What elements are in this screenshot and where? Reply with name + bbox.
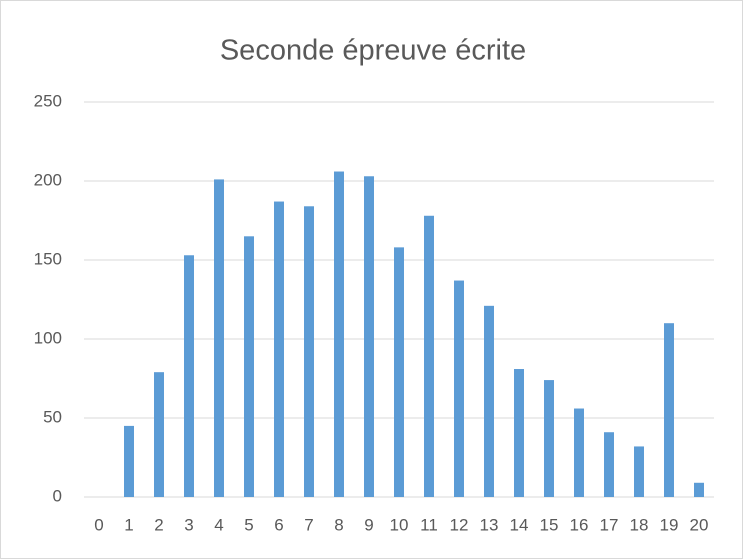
y-tick-label: 150	[34, 249, 62, 268]
x-tick-label: 1	[124, 515, 133, 534]
x-tick-label: 10	[390, 515, 409, 534]
x-tick-label: 14	[510, 515, 529, 534]
bar	[214, 179, 224, 498]
bar	[664, 323, 674, 497]
x-tick-label: 16	[570, 515, 589, 534]
bar	[394, 247, 404, 497]
x-tick-label: 9	[364, 515, 373, 534]
bar	[544, 380, 554, 497]
x-tick-label: 15	[540, 515, 559, 534]
y-tick-label: 50	[43, 407, 62, 426]
x-tick-label: 19	[660, 515, 679, 534]
x-tick-label: 0	[94, 515, 103, 534]
x-tick-label: 17	[600, 515, 619, 534]
bar	[244, 236, 254, 498]
x-tick-label: 2	[154, 515, 163, 534]
bar	[574, 408, 584, 497]
bar	[334, 171, 344, 497]
bar	[274, 201, 284, 498]
x-tick-label: 4	[214, 515, 223, 534]
x-tick-label: 18	[630, 515, 649, 534]
x-tick-label: 3	[184, 515, 193, 534]
bar	[304, 206, 314, 497]
y-tick-label: 250	[34, 91, 62, 110]
x-tick-label: 5	[244, 515, 253, 534]
bar	[454, 280, 464, 497]
x-tick-label: 7	[304, 515, 313, 534]
bar	[184, 255, 194, 497]
bar	[514, 369, 524, 497]
y-tick-label: 0	[53, 486, 62, 505]
x-tick-label: 8	[334, 515, 343, 534]
bar	[424, 215, 434, 497]
x-tick-label: 13	[480, 515, 499, 534]
x-tick-label: 11	[420, 515, 438, 534]
x-tick-label: 12	[450, 515, 469, 534]
y-tick-label: 200	[34, 170, 62, 189]
bar	[124, 425, 134, 497]
x-tick-label: 20	[690, 515, 709, 534]
bar	[484, 305, 494, 497]
y-tick-label: 100	[34, 328, 62, 347]
bar	[154, 372, 164, 497]
bar	[364, 176, 374, 497]
bar	[634, 446, 644, 497]
bar	[604, 432, 614, 497]
x-tick-label: 6	[274, 515, 283, 534]
bar	[694, 482, 704, 497]
chart-title: Seconde épreuve écrite	[220, 35, 526, 67]
